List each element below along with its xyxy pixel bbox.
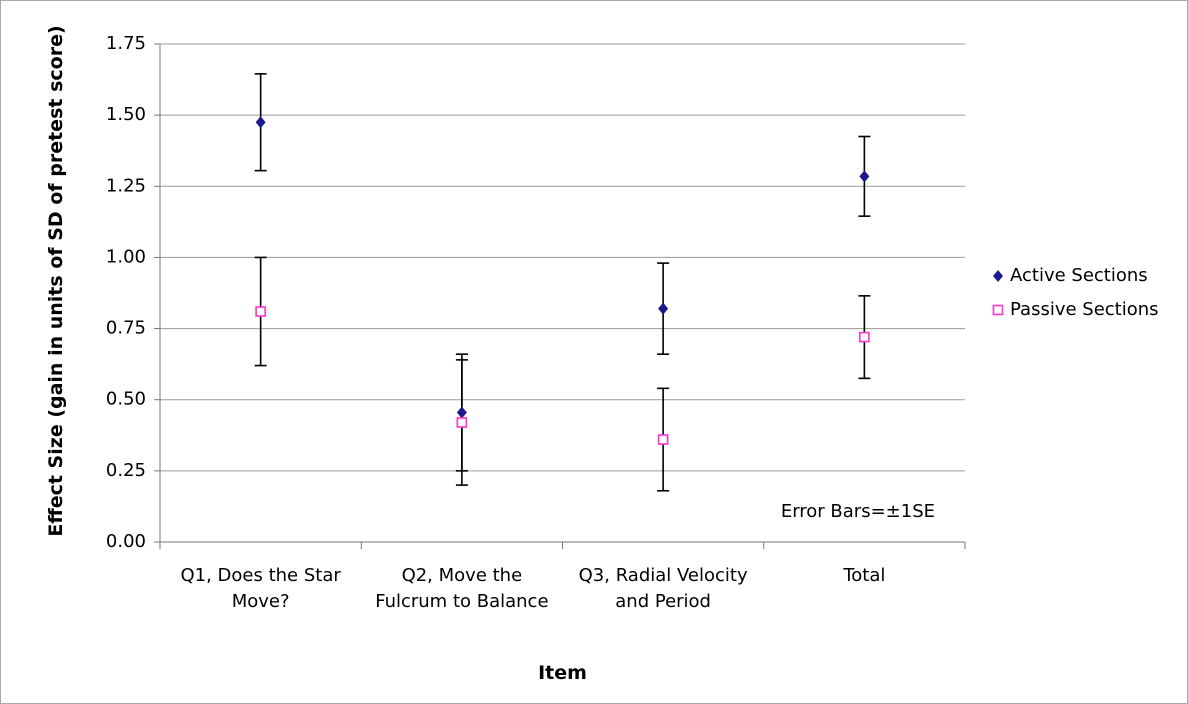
legend-symbol [992,304,1004,316]
x-tick-label: Q1, Does the Star Move? [180,565,341,612]
point [255,116,266,129]
x-tick-label: Q3, Radial Velocity and Period [578,565,748,612]
y-tick-label: 0.25 [106,460,146,481]
y-tick-label: 0.50 [106,389,146,410]
x-axis-label: Item [538,662,587,684]
point [859,331,870,343]
y-tick-label: 1.75 [106,33,146,54]
point [255,306,266,317]
y-axis-label: Effect Size (gain in units of SD of pret… [45,25,67,537]
y-tick-label: 1.50 [106,104,146,125]
x-tick-label: Total [843,565,886,586]
x-tick-label: Q2, Move the Fulcrum to Balance [375,565,549,612]
y-tick-label: 0.00 [106,531,146,552]
annotation: Error Bars=±1SE [781,501,935,522]
legend-label: Passive Sections [1010,299,1159,320]
legend-label: Active Sections [1010,265,1148,286]
legend-symbol [993,270,1003,282]
point [657,434,669,445]
y-tick-label: 1.25 [106,175,146,196]
point [658,302,669,315]
point [456,406,467,419]
point [456,417,468,428]
y-tick-label: 0.75 [106,318,146,339]
y-tick-label: 1.00 [106,246,146,267]
point [859,170,870,183]
